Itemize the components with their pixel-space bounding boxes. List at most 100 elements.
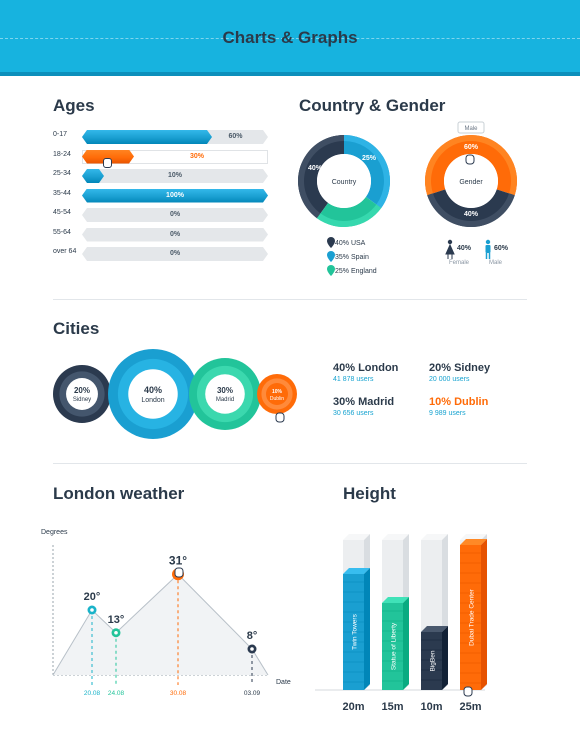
height-chart: Twin Towers 20m Statue of Liberty 15m BigBen…: [315, 534, 487, 713]
city-bubble-pct: 30%: [217, 386, 233, 395]
weather-point-label: 8°: [247, 630, 258, 642]
age-row: 0-17 60%: [53, 130, 273, 144]
cities-title: Cities: [53, 319, 100, 338]
city-bubble-pct: 40%: [144, 385, 162, 395]
country-slice-outer: [316, 204, 382, 227]
hand-cursor-icon: [463, 686, 473, 697]
age-row: 25-34 10%: [53, 169, 273, 183]
weather-point-core: [90, 608, 94, 612]
age-pct: 60%: [228, 133, 243, 140]
male-pct: 60%: [494, 245, 509, 252]
height-bar-side-fill: [442, 626, 448, 690]
age-pct: 0%: [169, 211, 181, 218]
map-pin-icon: [327, 251, 335, 262]
city-bubble-core: [266, 383, 288, 405]
country-slice-label: 40%: [308, 165, 323, 172]
age-track: [82, 228, 268, 242]
age-label: 35-44: [53, 189, 71, 197]
gender-slice-label: 60%: [464, 144, 479, 151]
country-center: [317, 154, 371, 208]
page-title: Charts & Graphs: [222, 28, 358, 47]
country-slice-outer: [298, 135, 344, 219]
city-stat-madrid: 30% Madrid: [333, 396, 395, 408]
age-track: [82, 169, 268, 183]
male-icon-legs: [485, 253, 491, 259]
female-pct: 40%: [457, 245, 472, 252]
height-bar-side-fill: [364, 568, 370, 690]
legend-england: 25% England: [335, 268, 377, 275]
weather-line: [52, 573, 269, 676]
height-bar-side-fill: [481, 539, 487, 690]
header-bar: Charts & Graphs: [0, 0, 580, 76]
gender-slice: [425, 135, 517, 196]
height-bar-label: Dubai Trade Center: [469, 588, 476, 646]
weather-x-tick: 24.08: [108, 690, 125, 697]
height-value-label: 20m: [342, 701, 364, 713]
female-icon-body: [445, 243, 455, 259]
height-value-label: 15m: [381, 701, 403, 713]
age-label: 45-54: [53, 209, 71, 216]
height-bar-cap: [460, 539, 487, 545]
male-icon-body: [485, 245, 491, 253]
height-value-label: 25m: [459, 701, 481, 713]
height-bar: [421, 632, 442, 690]
divider-1: [53, 299, 527, 300]
gender-center: [444, 154, 498, 208]
age-track: [82, 247, 268, 261]
height-title: Height: [343, 484, 396, 503]
city-bubble-core: [66, 378, 98, 410]
weather-x-tick: 20.08: [84, 690, 101, 697]
height-bar-side-fill: [403, 597, 409, 690]
map-pin-icon: [327, 237, 335, 248]
weather-x-tick: 30.08: [170, 690, 187, 697]
age-label: over 64: [53, 248, 77, 255]
height-value-label: 10m: [420, 701, 442, 713]
age-row: 18-24 30%: [53, 149, 273, 164]
city-bubble-core: [205, 374, 245, 414]
age-label: 25-34: [53, 170, 71, 177]
height-bar-cap: [382, 597, 409, 603]
height-bar-label: Statue of Liberty: [391, 622, 398, 670]
city-stat-sidney: 20% Sidney: [429, 362, 491, 374]
height-bar-top: [382, 534, 409, 540]
height-bar-cap: [421, 626, 448, 632]
height-bar-label: BigBen: [430, 650, 437, 671]
hand-cursor-icon: [275, 412, 285, 423]
age-fill: [82, 130, 212, 144]
male-label: Male: [489, 260, 503, 266]
age-pct: 10%: [167, 172, 182, 179]
city-users-sidney: 20 000 users: [429, 376, 470, 383]
legend-spain: 35% Spain: [335, 254, 369, 261]
age-pct: 0%: [169, 250, 181, 257]
divider-2: [53, 463, 527, 464]
male-icon: [485, 239, 491, 245]
tooltip-box: [457, 121, 485, 134]
height-bar: [460, 545, 481, 690]
gender-slice-label: 40%: [464, 211, 479, 218]
age-pct: 0%: [169, 230, 181, 238]
age-pct: 100%: [166, 191, 184, 199]
city-bubble-name: Madrid: [216, 397, 234, 403]
city-bubble-name: Sidney: [73, 397, 91, 403]
height-bar-cap: [343, 568, 370, 574]
age-row: 45-54 0%: [53, 208, 273, 222]
height-bar-top: [421, 534, 448, 540]
weather-x-tick: 03.09: [244, 690, 261, 697]
hand-cursor-icon: [174, 567, 184, 578]
ages-title: Ages: [53, 96, 95, 115]
city-users-london: 41 878 users: [333, 376, 374, 383]
weather-chart: Degrees Date 20° 20.08 13° 24.08 31° 30.08 8° 03.…: [41, 529, 291, 697]
age-pct: 30%: [189, 152, 204, 160]
country-gender-title: Country & Gender: [299, 96, 446, 115]
female-icon: [447, 239, 453, 245]
age-label: 0-17: [53, 131, 68, 138]
city-stat-london: 40% London: [333, 362, 399, 374]
age-label: 55-64: [53, 228, 71, 236]
city-bubble-name: Dublin: [270, 396, 284, 402]
city-users-dublin: 9 989 users: [429, 410, 466, 417]
gender-slice-outer: [427, 193, 515, 227]
weather-x-label: Date: [276, 679, 291, 686]
city-users-madrid: 30 656 users: [333, 410, 374, 417]
country-slice-label: 25%: [362, 155, 377, 162]
